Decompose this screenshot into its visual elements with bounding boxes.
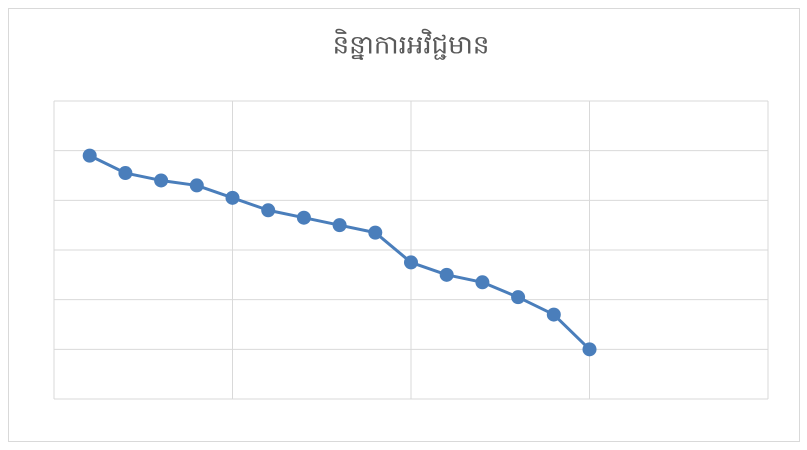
data-point <box>261 203 276 218</box>
data-point <box>582 342 597 357</box>
chart-title: និន្នាការអវិជ្ជមាន <box>333 29 490 61</box>
data-point <box>154 173 169 188</box>
data-point <box>368 225 383 240</box>
data-point <box>296 210 311 225</box>
chart-border <box>8 8 800 442</box>
data-point <box>511 290 526 305</box>
data-point <box>332 218 347 233</box>
data-point <box>189 178 204 193</box>
data-point <box>546 307 561 322</box>
data-point <box>475 275 490 290</box>
data-point <box>225 190 240 205</box>
data-point <box>118 166 133 181</box>
data-point <box>404 255 418 270</box>
data-point <box>439 267 454 282</box>
data-point <box>82 148 97 163</box>
